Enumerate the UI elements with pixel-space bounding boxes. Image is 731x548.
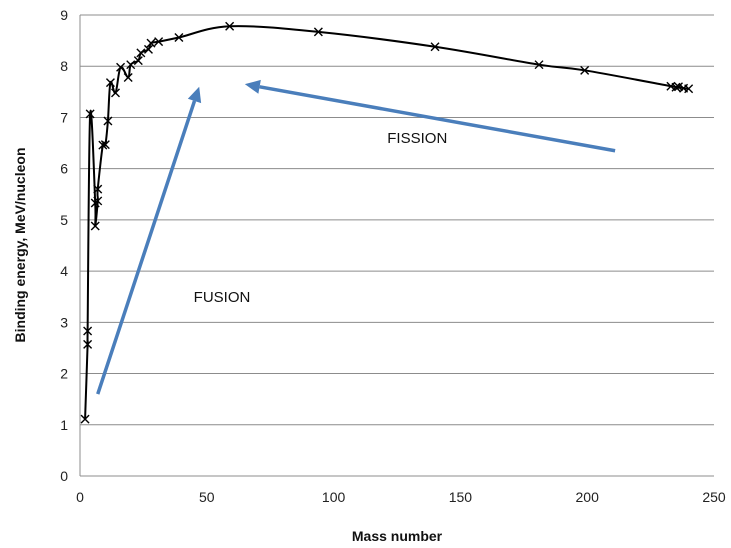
data-point-stroke [90, 221, 100, 231]
data-point-stroke [154, 37, 164, 47]
data-point-stroke [111, 88, 120, 98]
y-tick-label: 1 [60, 417, 68, 433]
data-point [116, 62, 126, 72]
data-point-stroke [105, 78, 115, 88]
y-tick-label: 9 [60, 7, 68, 23]
x-axis-title: Mass number [352, 528, 443, 544]
y-tick-label: 4 [60, 263, 68, 279]
data-point-stroke [80, 414, 90, 424]
y-tick-label: 7 [60, 109, 68, 125]
annotation-fusion: FUSION [194, 289, 251, 306]
data-point-stroke [133, 56, 143, 66]
data-point-stroke [534, 60, 544, 70]
data-point-stroke [116, 62, 126, 72]
data-point-stroke [430, 42, 440, 52]
x-tick-label: 250 [702, 489, 726, 505]
x-tick-labels: 0 50 100 150 200 250 [76, 489, 726, 505]
data-point [111, 88, 120, 98]
x-tick-label: 200 [576, 489, 600, 505]
fusion-arrow [96, 86, 202, 395]
fission-arrow-head [244, 79, 261, 94]
data-point [80, 414, 90, 424]
data-point-stroke [671, 82, 681, 92]
data-point [126, 60, 136, 70]
fission-arrow-shaft [259, 85, 616, 153]
y-tick-label: 6 [60, 161, 68, 177]
annotation-fission: FISSION [387, 130, 447, 147]
annotation-arrows [96, 79, 616, 395]
data-point-stroke [85, 109, 95, 119]
data-point [133, 56, 143, 66]
y-tick-label: 0 [60, 468, 68, 484]
data-point [93, 184, 103, 194]
data-point [105, 78, 115, 88]
data-point-stroke [98, 140, 108, 150]
data-point [684, 84, 694, 94]
data-point [430, 42, 440, 52]
fusion-arrow-head [187, 86, 202, 104]
data-point [98, 140, 108, 150]
y-tick-labels: 0 1 2 3 4 5 6 7 8 9 [60, 7, 68, 484]
data-point [143, 44, 153, 54]
data-point [313, 27, 323, 37]
data-markers [80, 21, 694, 424]
data-point-stroke [143, 44, 153, 54]
data-point-stroke [674, 82, 683, 92]
y-axis-title: Binding energy, MeV/nucleon [12, 148, 28, 343]
annotations: FUSION FISSION [194, 130, 448, 306]
data-point-stroke [100, 140, 110, 150]
data-point [580, 65, 590, 75]
grid-lines [80, 14, 714, 426]
data-point-stroke [666, 81, 676, 91]
axes [79, 15, 714, 477]
data-point [83, 339, 93, 349]
data-point [174, 33, 184, 43]
fission-arrow [244, 79, 616, 153]
x-tick-label: 100 [322, 489, 346, 505]
data-point-stroke [174, 33, 184, 43]
x-tick-label: 0 [76, 489, 84, 505]
data-point [103, 116, 113, 126]
data-point [123, 72, 133, 82]
x-tick-label: 150 [449, 489, 473, 505]
data-point-stroke [93, 184, 103, 194]
data-point-stroke [313, 27, 323, 37]
data-point [100, 140, 110, 150]
data-point-stroke [126, 60, 136, 70]
binding-energy-curve [84, 25, 689, 420]
y-tick-label: 8 [60, 58, 68, 74]
data-point [154, 37, 164, 47]
data-point [90, 221, 100, 231]
data-point-stroke [684, 84, 694, 94]
data-point [136, 48, 146, 58]
data-point [83, 326, 93, 336]
data-point-stroke [123, 72, 133, 82]
x-tick-label: 50 [199, 489, 215, 505]
fusion-arrow-shaft [96, 100, 197, 395]
y-tick-label: 2 [60, 366, 68, 382]
data-point [85, 109, 95, 119]
data-point [93, 196, 103, 206]
data-point-stroke [83, 326, 93, 336]
data-point-stroke [93, 196, 103, 206]
y-tick-label: 3 [60, 314, 68, 330]
data-point-stroke [83, 339, 93, 349]
data-point [225, 21, 235, 31]
data-point-stroke [580, 65, 590, 75]
data-point-stroke [136, 48, 146, 58]
y-tick-label: 5 [60, 212, 68, 228]
data-point [534, 60, 544, 70]
data-point-stroke [225, 21, 235, 31]
data-point-stroke [103, 116, 113, 126]
data-point [674, 82, 683, 92]
data-point [671, 82, 681, 92]
data-point-stroke [146, 38, 156, 48]
data-point [146, 38, 156, 48]
